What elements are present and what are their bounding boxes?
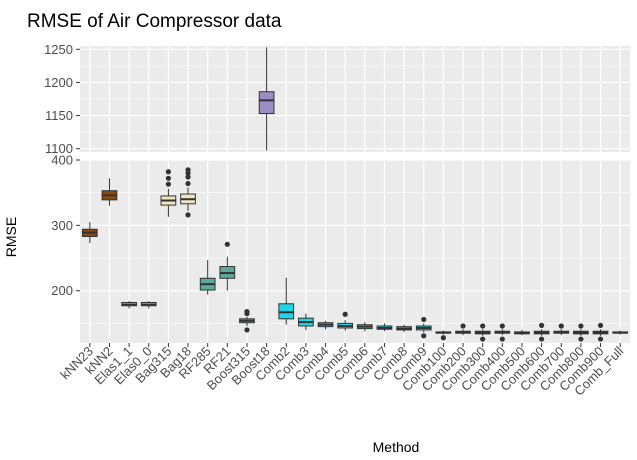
chart-title: RMSE of Air Compressor data bbox=[27, 11, 282, 32]
y-tick-label: 400 bbox=[51, 153, 73, 168]
outlier-point bbox=[499, 336, 505, 342]
y-tick-label: 1250 bbox=[44, 42, 73, 57]
outlier-point bbox=[460, 323, 466, 329]
outlier-point bbox=[185, 167, 191, 173]
box-comb9 bbox=[415, 316, 432, 339]
outlier-point bbox=[578, 336, 584, 342]
x-tick-labels: kNN23kNN2Elas1_1Elas0_0Bag315Bag18RF285R… bbox=[57, 343, 626, 399]
y-tick-label: 1200 bbox=[44, 75, 73, 90]
box-knn2 bbox=[101, 178, 118, 206]
box-comb7 bbox=[376, 323, 393, 332]
box-comb6 bbox=[356, 322, 373, 332]
box-comb4 bbox=[317, 320, 334, 330]
outlier-point bbox=[224, 241, 230, 247]
box-comb200 bbox=[455, 323, 471, 336]
box-comb600 bbox=[533, 322, 550, 342]
outlier-point bbox=[421, 333, 427, 339]
box-boost315 bbox=[239, 309, 255, 333]
iqr-box bbox=[258, 91, 275, 115]
outlier-point bbox=[558, 323, 564, 329]
box-comb700 bbox=[553, 323, 570, 336]
outlier-point bbox=[185, 180, 191, 187]
box-comb400 bbox=[494, 323, 511, 342]
x-axis-label: Method bbox=[373, 439, 420, 455]
box-bag18 bbox=[180, 167, 196, 218]
box-rf21 bbox=[219, 241, 236, 291]
box-elas0-0 bbox=[140, 301, 157, 309]
box-comb100 bbox=[435, 330, 452, 341]
bottom-panel-background bbox=[80, 160, 630, 343]
y-axis-label: RMSE bbox=[3, 217, 19, 257]
outlier-point bbox=[165, 175, 171, 181]
box-boost18 bbox=[258, 47, 275, 151]
y-tick-label: 1150 bbox=[45, 108, 73, 123]
box-comb500 bbox=[514, 329, 530, 336]
box-comb-full bbox=[612, 330, 629, 335]
y-tick-label: 300 bbox=[51, 218, 73, 233]
y-tick-labels: 1100 1150 1200 1250 200 300 400 bbox=[44, 42, 80, 298]
box-comb8 bbox=[396, 324, 412, 332]
outlier-point bbox=[480, 323, 486, 329]
outlier-point bbox=[165, 181, 171, 187]
box-comb5 bbox=[337, 311, 354, 331]
outlier-point bbox=[578, 323, 584, 329]
box-comb300 bbox=[474, 323, 491, 342]
box-comb3 bbox=[298, 313, 314, 330]
box-comb900 bbox=[592, 322, 609, 342]
outlier-point bbox=[539, 336, 545, 342]
outlier-point bbox=[342, 311, 348, 317]
outlier-point bbox=[597, 336, 604, 342]
box-comb800 bbox=[573, 323, 589, 342]
box-layer bbox=[81, 47, 629, 342]
box-rf285 bbox=[199, 259, 216, 295]
outlier-point bbox=[244, 309, 250, 315]
outlier-point bbox=[597, 322, 604, 328]
y-tick-label: 200 bbox=[51, 283, 73, 298]
outlier-point bbox=[480, 336, 486, 342]
outlier-point bbox=[440, 335, 446, 341]
outlier-point bbox=[421, 316, 427, 323]
outlier-point bbox=[185, 212, 191, 218]
outlier-point bbox=[165, 169, 171, 175]
box-bag315 bbox=[160, 169, 177, 217]
box-knn23 bbox=[81, 222, 98, 244]
box-comb2 bbox=[278, 277, 295, 325]
outlier-point bbox=[539, 322, 545, 328]
box-elas1-1 bbox=[121, 301, 137, 309]
outlier-point bbox=[244, 327, 250, 333]
outlier-point bbox=[499, 323, 505, 329]
outlier-point bbox=[185, 174, 191, 180]
grid-layer bbox=[80, 46, 630, 343]
y-tick-label: 1100 bbox=[45, 141, 73, 156]
